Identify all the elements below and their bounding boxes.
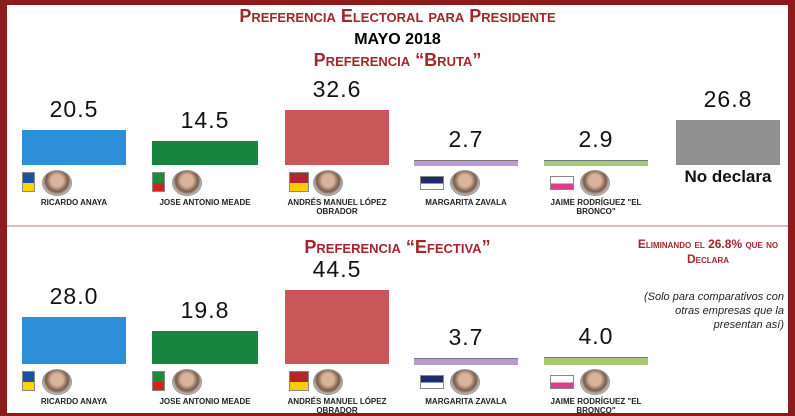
main-title: Preferencia Electoral para Presidente bbox=[239, 6, 556, 26]
candidate-logos-0 bbox=[22, 170, 126, 196]
candidate-logos-1 bbox=[152, 369, 258, 395]
bar-efectiva-3 bbox=[414, 357, 518, 365]
candidate-name-4: JAIME RODRÍGUEZ "EL BRONCO" bbox=[550, 397, 642, 415]
candidate-photo-icon bbox=[42, 170, 72, 196]
pri-logo bbox=[152, 371, 165, 391]
candidate-logos-2 bbox=[285, 170, 389, 196]
independiente-logo bbox=[550, 176, 574, 190]
candidate-photo-icon bbox=[580, 369, 610, 395]
candidate-photo-icon bbox=[450, 369, 480, 395]
independiente-logo bbox=[550, 375, 574, 389]
candidate-photo-icon bbox=[172, 170, 202, 196]
frame-bottom bbox=[7, 413, 788, 416]
value-label-bruta-4: 2.9 bbox=[578, 126, 614, 153]
bar-bruta-2 bbox=[285, 110, 389, 165]
eliminando-note: Eliminando el 26.8% que no Declara bbox=[637, 237, 779, 266]
candidate-photo-icon bbox=[42, 369, 72, 395]
pan-logo bbox=[22, 172, 35, 192]
no-declara-label: No declara bbox=[684, 167, 772, 186]
candidate-name-3: MARGARITA ZAVALA bbox=[425, 397, 507, 406]
candidate-name-0: RICARDO ANAYA bbox=[40, 198, 108, 207]
morena-pt-logo bbox=[289, 371, 309, 391]
independiente-logo bbox=[420, 375, 444, 389]
candidate-logos-3 bbox=[414, 170, 518, 196]
frame-right bbox=[788, 0, 795, 416]
value-label-efectiva-4: 4.0 bbox=[578, 323, 614, 350]
candidate-logos-2 bbox=[285, 369, 389, 395]
value-label-bruta-5: 26.8 bbox=[703, 85, 753, 112]
value-label-bruta-1: 14.5 bbox=[180, 106, 230, 133]
bar-bruta-1 bbox=[152, 140, 258, 165]
candidate-photo-icon bbox=[313, 170, 343, 196]
section-divider bbox=[7, 225, 788, 227]
candidate-name-3: MARGARITA ZAVALA bbox=[425, 198, 507, 207]
candidate-logos-4 bbox=[544, 369, 648, 395]
pri-logo bbox=[152, 172, 165, 192]
candidate-photo-icon bbox=[580, 170, 610, 196]
bar-efectiva-1 bbox=[152, 331, 258, 364]
candidate-name-1: JOSE ANTONIO MEADE bbox=[159, 397, 251, 406]
bar-bruta-5 bbox=[676, 119, 780, 165]
candidate-photo-icon bbox=[313, 369, 343, 395]
comparativos-note: (Solo para comparativos con otras empres… bbox=[643, 291, 784, 331]
date-subtitle: MAYO 2018 bbox=[354, 31, 441, 48]
candidate-name-4: JAIME RODRÍGUEZ "EL BRONCO" bbox=[550, 198, 642, 216]
bar-bruta-4 bbox=[544, 160, 648, 166]
candidate-logos-3 bbox=[414, 369, 518, 395]
bar-efectiva-0 bbox=[22, 317, 126, 364]
bar-efectiva-4 bbox=[544, 357, 648, 365]
value-label-efectiva-1: 19.8 bbox=[180, 297, 230, 324]
value-label-bruta-3: 2.7 bbox=[448, 126, 484, 153]
candidate-logos-4 bbox=[544, 170, 648, 196]
candidate-name-2: ANDRÉS MANUEL LÓPEZ OBRADOR bbox=[287, 198, 387, 216]
bar-bruta-3 bbox=[414, 160, 518, 166]
candidate-logos-1 bbox=[152, 170, 258, 196]
candidate-photo-icon bbox=[450, 170, 480, 196]
value-label-efectiva-3: 3.7 bbox=[448, 323, 484, 350]
value-label-efectiva-0: 28.0 bbox=[49, 283, 99, 310]
independiente-logo bbox=[420, 176, 444, 190]
candidate-logos-0 bbox=[22, 369, 126, 395]
frame-top bbox=[7, 0, 788, 5]
candidate-name-2: ANDRÉS MANUEL LÓPEZ OBRADOR bbox=[287, 397, 387, 415]
value-label-bruta-0: 20.5 bbox=[49, 96, 99, 123]
bar-bruta-0 bbox=[22, 130, 126, 165]
pan-logo bbox=[22, 371, 35, 391]
bar-efectiva-2 bbox=[285, 290, 389, 364]
chart-title-efectiva: Preferencia “Efectiva” bbox=[304, 237, 491, 257]
morena-pt-logo bbox=[289, 172, 309, 192]
candidate-photo-icon bbox=[172, 369, 202, 395]
candidate-name-1: JOSE ANTONIO MEADE bbox=[159, 198, 251, 207]
chart-title-bruta: Preferencia “Bruta” bbox=[313, 50, 482, 70]
candidate-name-0: RICARDO ANAYA bbox=[40, 397, 108, 406]
frame-left bbox=[0, 0, 7, 416]
value-label-bruta-2: 32.6 bbox=[312, 76, 362, 102]
value-label-efectiva-2: 44.5 bbox=[312, 256, 362, 282]
